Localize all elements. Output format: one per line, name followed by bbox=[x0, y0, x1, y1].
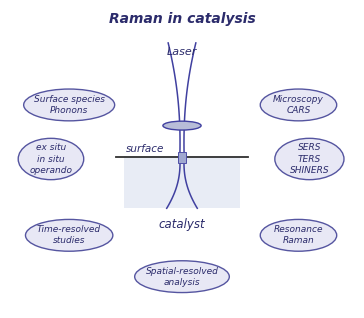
Text: catalyst: catalyst bbox=[159, 218, 205, 231]
Text: Time-resolved
studies: Time-resolved studies bbox=[37, 225, 101, 245]
Text: Surface species
Phonons: Surface species Phonons bbox=[33, 95, 105, 115]
Text: Raman in catalysis: Raman in catalysis bbox=[108, 12, 256, 26]
Text: SERS
TERS
SHINERS: SERS TERS SHINERS bbox=[290, 143, 329, 175]
Ellipse shape bbox=[260, 219, 337, 251]
Text: surface: surface bbox=[126, 144, 164, 154]
Text: Resonance
Raman: Resonance Raman bbox=[274, 225, 323, 245]
Ellipse shape bbox=[25, 219, 113, 251]
Ellipse shape bbox=[135, 261, 229, 293]
Ellipse shape bbox=[275, 138, 344, 180]
Text: ex situ
in situ
operando: ex situ in situ operando bbox=[29, 143, 72, 175]
Text: Laser: Laser bbox=[167, 47, 197, 58]
Ellipse shape bbox=[24, 89, 115, 121]
Text: Spatial-resolved
analysis: Spatial-resolved analysis bbox=[146, 266, 218, 287]
Text: Microscopy
CARS: Microscopy CARS bbox=[273, 95, 324, 115]
Bar bbox=[124, 156, 240, 208]
Ellipse shape bbox=[163, 121, 201, 130]
Bar bbox=[178, 152, 186, 163]
Ellipse shape bbox=[18, 138, 84, 180]
Ellipse shape bbox=[260, 89, 337, 121]
